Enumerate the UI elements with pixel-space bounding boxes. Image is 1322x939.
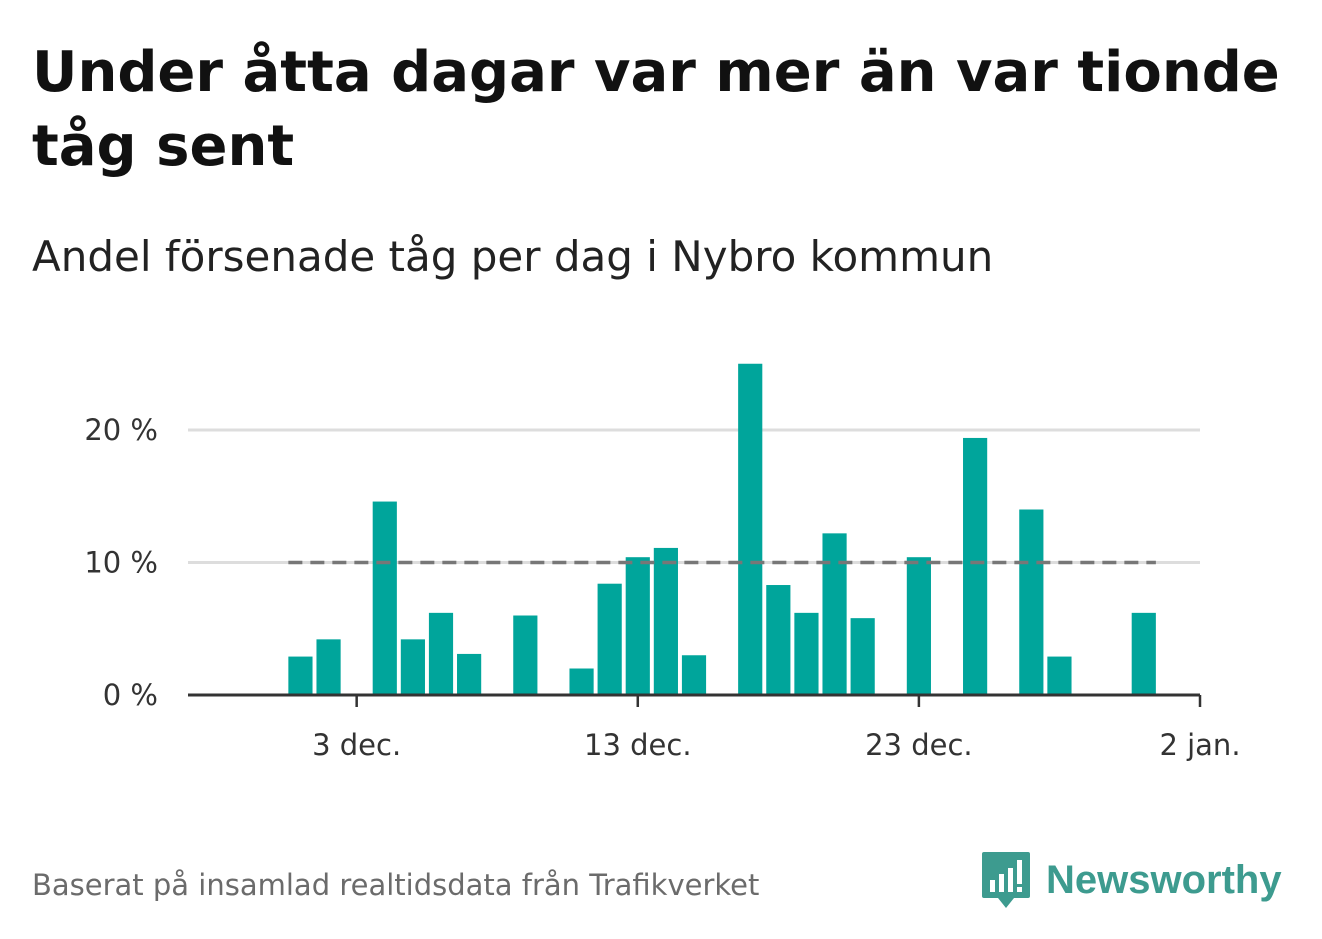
x-tick-label: 3 dec. [312,728,401,762]
x-tick-label: 23 dec. [865,728,973,762]
chart-subtitle: Andel försenade tåg per dag i Nybro komm… [32,232,994,281]
bar [906,557,931,695]
bar-chart: 0 % 10 % 20 % 3 dec. 13 dec. 23 dec. 2 jan. [84,363,1241,762]
y-tick-label: 10 % [84,546,158,580]
source-note: Baserat på insamlad realtidsdata från Tr… [32,868,760,902]
bar [963,437,988,695]
bar [822,533,847,695]
bar [288,656,313,695]
x-tick-label: 13 dec. [584,728,692,762]
bar [681,655,707,695]
bar [1019,509,1044,695]
bar [766,585,791,695]
bar [428,612,454,695]
newsworthy-logo-icon [982,852,1030,908]
bar [850,618,875,695]
axes: 0 % 10 % 20 % 3 dec. 13 dec. 23 dec. 2 jan. [84,413,1240,762]
bar [1131,612,1156,695]
y-tick-label: 20 % [84,413,158,447]
bar [569,668,594,695]
brand-logo: Newsworthy [980,848,1282,912]
bar [794,612,819,695]
chart-title: Under åtta dagar var mer än var tionde t… [32,40,1280,179]
bar [372,501,397,695]
bar [738,363,763,695]
bar [457,653,482,695]
bar [1047,656,1072,695]
gridlines [188,428,1200,564]
bar [513,615,538,695]
bar [316,639,341,695]
bar [653,547,678,695]
bar [625,557,650,695]
bars [288,363,1156,695]
y-tick-label: 0 % [103,678,158,712]
bar [400,639,425,695]
x-tick-label: 2 jan. [1159,728,1240,762]
bar [597,583,622,695]
brand-name: Newsworthy [1046,857,1282,902]
